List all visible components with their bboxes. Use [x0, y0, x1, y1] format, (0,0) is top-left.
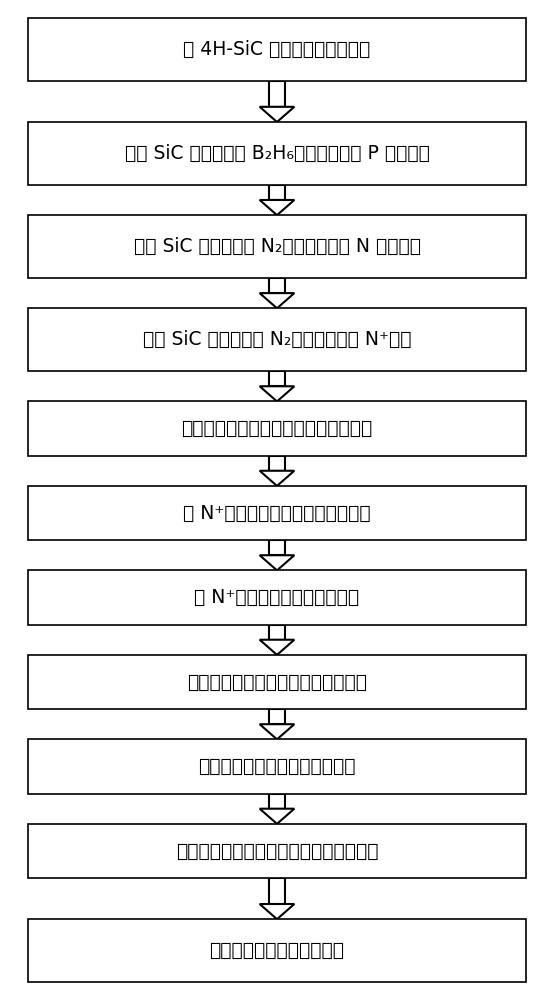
Polygon shape: [269, 625, 285, 640]
Polygon shape: [269, 540, 285, 555]
Polygon shape: [260, 640, 294, 655]
Text: 外延 SiC 层，同时经 N₂原位掺杂形成 N⁺帽层: 外延 SiC 层，同时经 N₂原位掺杂形成 N⁺帽层: [143, 330, 411, 349]
Polygon shape: [260, 200, 294, 215]
Polygon shape: [260, 107, 294, 122]
Text: 在 N⁺型帽层上形成源电极和漏电极: 在 N⁺型帽层上形成源电极和漏电极: [183, 503, 371, 522]
Text: 光刻、磁控溅射和金属剥离，形成栅电极: 光刻、磁控溅射和金属剥离，形成栅电极: [176, 841, 378, 860]
Polygon shape: [269, 185, 285, 200]
Bar: [28, 655, 526, 709]
Polygon shape: [260, 904, 294, 919]
Bar: [28, 215, 526, 278]
Polygon shape: [269, 81, 285, 107]
Bar: [28, 401, 526, 456]
Polygon shape: [269, 878, 285, 904]
Bar: [28, 570, 526, 625]
Polygon shape: [260, 386, 294, 401]
Bar: [28, 308, 526, 371]
Bar: [28, 18, 526, 81]
Text: 在 N⁺型帽层上形成沟道凹陷区: 在 N⁺型帽层上形成沟道凹陷区: [194, 588, 360, 607]
Bar: [28, 919, 526, 982]
Polygon shape: [269, 794, 285, 809]
Bar: [28, 739, 526, 794]
Polygon shape: [260, 724, 294, 739]
Polygon shape: [269, 278, 285, 293]
Polygon shape: [269, 709, 285, 724]
Text: 钝化，反刻形成电极压焊点: 钝化，反刻形成电极压焊点: [209, 941, 345, 960]
Polygon shape: [260, 809, 294, 824]
Text: 光刻、离子注入，形成隔离区和有源区: 光刻、离子注入，形成隔离区和有源区: [181, 419, 373, 438]
Polygon shape: [260, 293, 294, 308]
Text: 光刻、刻蚀，在凹陷区形成栅区: 光刻、刻蚀，在凹陷区形成栅区: [198, 757, 356, 776]
Polygon shape: [269, 371, 285, 386]
Text: 外延 SiC 层，同时经 N₂原位掺杂形成 N 型沟道层: 外延 SiC 层，同时经 N₂原位掺杂形成 N 型沟道层: [134, 237, 420, 256]
Text: 对 4H-SiC 半绝缘衬底进行清洗: 对 4H-SiC 半绝缘衬底进行清洗: [183, 40, 371, 59]
Bar: [28, 824, 526, 878]
Bar: [28, 486, 526, 540]
Polygon shape: [260, 471, 294, 486]
Text: 光刻、离子注入，形成沟道重掺杂区: 光刻、离子注入，形成沟道重掺杂区: [187, 672, 367, 691]
Text: 外延 SiC 层，同时经 B₂H₆原位掺杂形成 P 型缓冲层: 外延 SiC 层，同时经 B₂H₆原位掺杂形成 P 型缓冲层: [125, 144, 429, 163]
Polygon shape: [260, 555, 294, 570]
Bar: [28, 122, 526, 185]
Polygon shape: [269, 456, 285, 471]
